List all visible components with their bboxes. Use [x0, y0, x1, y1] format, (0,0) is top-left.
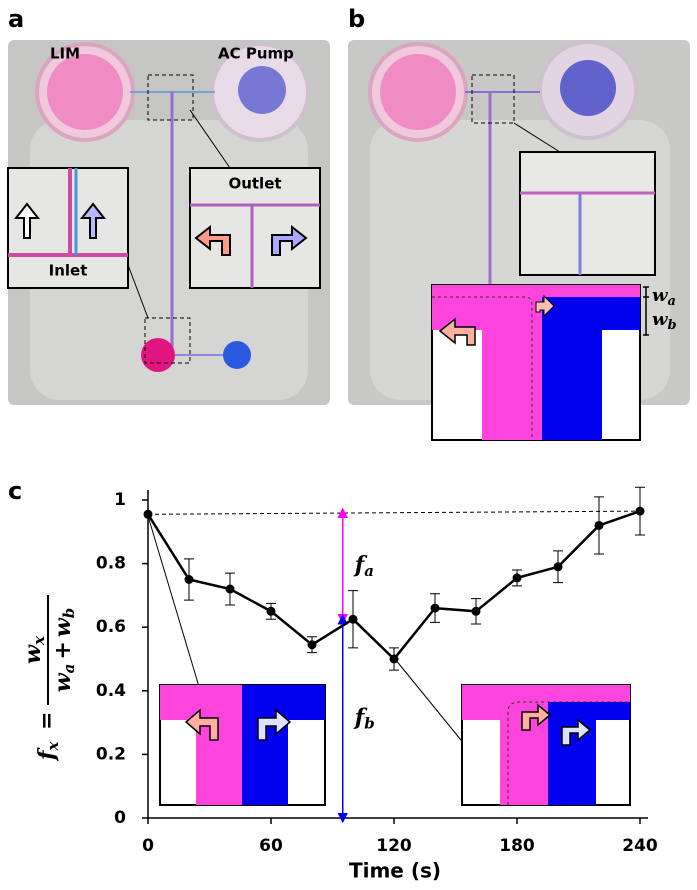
data-point — [635, 506, 645, 516]
symbol: w — [50, 672, 76, 692]
label-part: fx — [34, 741, 62, 762]
data-point — [266, 606, 276, 616]
subscript: a — [364, 562, 374, 580]
width-label: wa — [652, 285, 676, 309]
symbol: + — [50, 641, 76, 659]
width-label: wb — [652, 309, 677, 333]
photo-b — [348, 40, 690, 441]
data-line — [146, 509, 641, 661]
data-point — [512, 573, 522, 583]
symbol: w — [50, 617, 76, 637]
subscript: b — [364, 715, 375, 733]
panel-label: a — [8, 5, 24, 33]
symbol: f — [34, 747, 60, 762]
symbol: w — [652, 285, 669, 306]
subscript: b — [668, 318, 677, 333]
data-point — [389, 654, 399, 664]
y-tick-label: 1 — [114, 490, 126, 510]
data-point — [553, 562, 563, 572]
label-part: wx — [20, 635, 48, 664]
subscript: a — [60, 664, 78, 674]
inset-label: Outlet — [228, 175, 281, 193]
annotation-label: fb — [353, 705, 375, 733]
schematic-insets — [147, 515, 631, 806]
data-point — [184, 575, 194, 584]
subscript: b — [60, 608, 78, 619]
symbol: w — [20, 644, 46, 664]
symbol: f — [353, 552, 368, 578]
x-tick-label: 240 — [622, 836, 658, 856]
data-point — [471, 606, 481, 616]
label-part: = — [34, 712, 60, 730]
subscript: x — [44, 741, 62, 752]
reservoir-label: LIM — [50, 45, 80, 63]
x-tick-label: 120 — [376, 836, 412, 856]
x-tick-label: 180 — [499, 836, 535, 856]
x-axis-label: Time (s) — [349, 859, 441, 883]
data-point — [225, 584, 235, 594]
reference-line — [147, 510, 641, 515]
data-point — [348, 614, 358, 624]
y-tick-label: 0.6 — [96, 617, 126, 637]
panel-label: b — [348, 5, 365, 33]
annotation-label: fa — [353, 552, 374, 580]
y-tick-label: 0.8 — [96, 554, 126, 574]
symbol: w — [652, 309, 669, 330]
y-tick-label: 0.4 — [96, 681, 126, 701]
y-axis-label: fx = wx wa+wb — [20, 595, 78, 762]
x-tick-label: 60 — [259, 836, 283, 856]
panel-label: c — [8, 477, 22, 505]
symbol: f — [353, 705, 368, 731]
data-point — [143, 509, 153, 519]
label-part: wa+wb — [50, 608, 78, 693]
y-tick-label: 0.2 — [96, 744, 126, 764]
data-point — [594, 520, 604, 530]
subscript: x — [30, 635, 48, 646]
data-point — [430, 603, 440, 613]
reservoir-label: AC Pump — [218, 45, 294, 63]
subscript: a — [668, 294, 676, 309]
x-tick-label: 0 — [142, 836, 154, 856]
inset-label: Inlet — [49, 262, 88, 280]
photo-a — [7, 40, 330, 405]
y-tick-label: 0 — [114, 808, 126, 828]
data-point — [307, 640, 317, 650]
